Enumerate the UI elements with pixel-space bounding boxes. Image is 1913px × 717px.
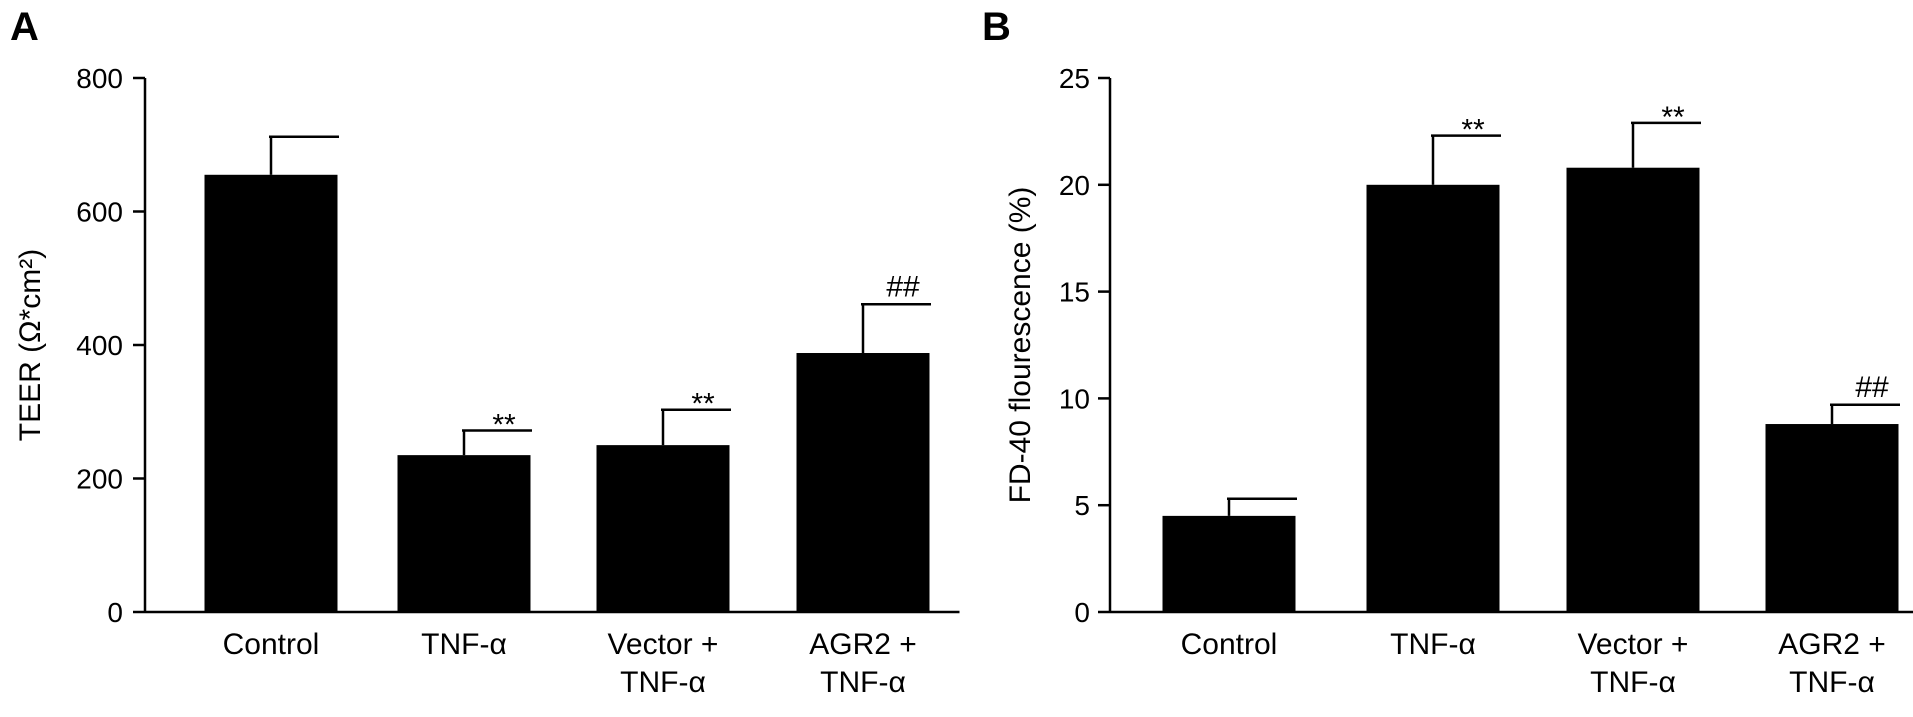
panel-label: B (982, 5, 1011, 49)
bar (796, 353, 930, 612)
significance-label: ## (1855, 371, 1889, 404)
bar (1566, 167, 1700, 612)
significance-label: ** (691, 388, 715, 421)
y-tick-label: 600 (76, 197, 123, 228)
x-category-label: TNF-α (421, 628, 507, 661)
significance-label: ** (492, 408, 516, 441)
y-tick-label: 20 (1059, 170, 1090, 201)
y-tick-label: 400 (76, 330, 123, 361)
y-tick-label: 15 (1059, 277, 1090, 308)
chart-panel-a: A 0 200 400 600 800 TEER (Ω*cm²) Control ** TNF-α… (10, 5, 960, 699)
panel-label: A (10, 5, 39, 49)
y-tick-label: 200 (76, 464, 123, 495)
significance-label: ## (886, 270, 920, 303)
y-axis-title: FD-40 flourescence (%) (1004, 187, 1037, 504)
x-category-label: TNF-α (1390, 628, 1476, 661)
significance-label: ** (1661, 101, 1685, 134)
bar (204, 174, 338, 612)
y-tick-label: 5 (1074, 490, 1090, 521)
x-category-label: AGR2 + TNF-α (1778, 628, 1886, 699)
bar (397, 455, 531, 612)
bar (596, 445, 730, 612)
y-tick-label: 0 (107, 597, 123, 628)
bar (1366, 184, 1500, 613)
y-axis-title: TEER (Ω*cm²) (14, 249, 47, 441)
x-category-label: Control (1181, 628, 1278, 661)
x-category-label: AGR2 + TNF-α (809, 628, 917, 699)
y-tick-label: 0 (1074, 597, 1090, 628)
bar (1765, 424, 1899, 612)
chart-panel-b: B 0 5 10 15 20 25 FD-40 flourescence (%) Control… (982, 5, 1913, 699)
significance-label: ** (1461, 114, 1485, 147)
y-tick-label: 800 (76, 63, 123, 94)
bar (1162, 515, 1296, 612)
x-category-label: Vector + TNF-α (608, 628, 719, 699)
x-category-label: Control (223, 628, 320, 661)
y-tick-label: 10 (1059, 383, 1090, 414)
x-category-label: Vector + TNF-α (1578, 628, 1689, 699)
y-tick-label: 25 (1059, 63, 1090, 94)
